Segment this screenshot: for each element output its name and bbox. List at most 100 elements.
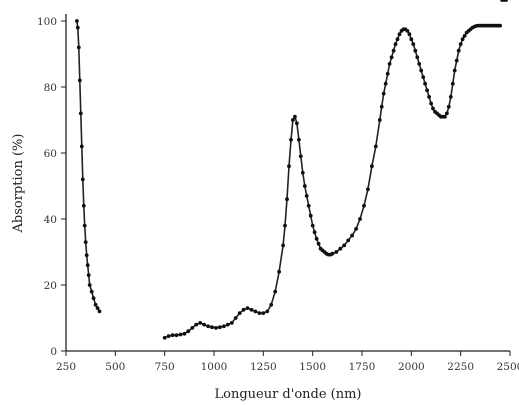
y-tick-label: 20	[44, 280, 57, 292]
data-point	[79, 144, 84, 149]
data-point	[387, 62, 392, 66]
data-point	[383, 81, 388, 86]
data-point	[289, 137, 293, 142]
data-point	[460, 37, 465, 42]
data-point	[86, 273, 91, 277]
data-point	[81, 203, 86, 208]
data-point	[498, 23, 502, 28]
data-point	[314, 236, 319, 241]
data-point	[210, 325, 214, 330]
data-point	[425, 88, 429, 93]
y-axis-title: Absorption (%)	[11, 134, 26, 234]
data-point	[295, 121, 299, 126]
series-line-segment-2	[164, 24, 501, 339]
x-axis-title: Longueur d'onde (nm)	[214, 387, 361, 402]
data-point	[265, 309, 270, 314]
data-point	[454, 58, 459, 63]
data-point	[312, 230, 317, 235]
data-point	[293, 114, 297, 119]
data-point	[281, 243, 285, 248]
data-point	[85, 263, 90, 268]
x-tick-label: 1250	[250, 361, 277, 373]
data-point	[273, 289, 278, 294]
data-point	[350, 233, 354, 238]
data-point	[310, 223, 315, 228]
data-point	[277, 269, 281, 274]
data-point	[409, 37, 414, 42]
data-point	[300, 170, 305, 175]
data-point	[421, 75, 426, 79]
data-point	[391, 48, 396, 53]
data-point	[186, 329, 191, 334]
data-point	[419, 68, 424, 73]
data-point	[306, 203, 311, 208]
x-tick-label: 2250	[447, 361, 474, 373]
data-point	[446, 104, 451, 109]
data-point	[354, 227, 358, 231]
data-point	[316, 241, 321, 246]
data-point	[84, 253, 89, 258]
data-point	[174, 333, 179, 338]
data-point	[411, 42, 416, 46]
data-point	[222, 324, 226, 329]
y-tick-label: 60	[44, 148, 57, 160]
data-point	[82, 223, 87, 228]
data-point	[241, 307, 246, 312]
data-point	[91, 296, 96, 301]
series-line-segment-1	[76, 20, 101, 312]
data-point	[431, 106, 435, 111]
data-point	[75, 19, 79, 23]
data-point	[253, 309, 258, 314]
data-point	[308, 213, 313, 218]
data-point	[381, 91, 386, 96]
data-point	[249, 307, 254, 312]
data-point	[298, 154, 303, 159]
data-point	[87, 283, 92, 287]
data-point	[358, 217, 362, 221]
data-point	[166, 334, 171, 338]
data-point	[397, 32, 402, 37]
data-point	[269, 302, 274, 307]
data-point	[261, 311, 266, 315]
data-point	[385, 71, 390, 76]
x-tick-label: 1750	[349, 361, 376, 373]
data-point	[417, 62, 422, 66]
data-point	[452, 68, 457, 73]
x-tick-label: 2000	[398, 361, 425, 373]
y-tick-label: 40	[44, 214, 57, 226]
data-point	[429, 101, 433, 106]
data-point	[346, 238, 351, 243]
data-point	[366, 187, 370, 192]
data-point	[287, 164, 291, 169]
data-point	[302, 184, 307, 188]
data-point	[202, 322, 207, 327]
data-point	[405, 29, 410, 33]
x-tick-label: 1000	[201, 361, 228, 373]
data-point	[93, 302, 98, 307]
data-point	[443, 114, 447, 119]
data-point	[423, 81, 427, 86]
data-point	[379, 104, 384, 109]
data-point	[162, 335, 167, 340]
data-point	[75, 25, 80, 30]
data-point	[445, 111, 449, 116]
data-point	[78, 111, 83, 116]
data-point	[233, 316, 238, 320]
data-point	[225, 322, 230, 327]
data-point	[370, 164, 374, 169]
series-layer	[75, 0, 508, 340]
data-point	[77, 78, 82, 83]
data-point	[427, 95, 431, 99]
data-point	[229, 321, 234, 325]
data-point	[76, 45, 81, 50]
data-point	[395, 37, 400, 42]
data-point	[450, 81, 455, 86]
data-point	[237, 311, 242, 315]
data-point	[297, 137, 301, 142]
data-point	[373, 144, 378, 149]
data-point	[97, 309, 102, 314]
data-point	[415, 55, 420, 60]
